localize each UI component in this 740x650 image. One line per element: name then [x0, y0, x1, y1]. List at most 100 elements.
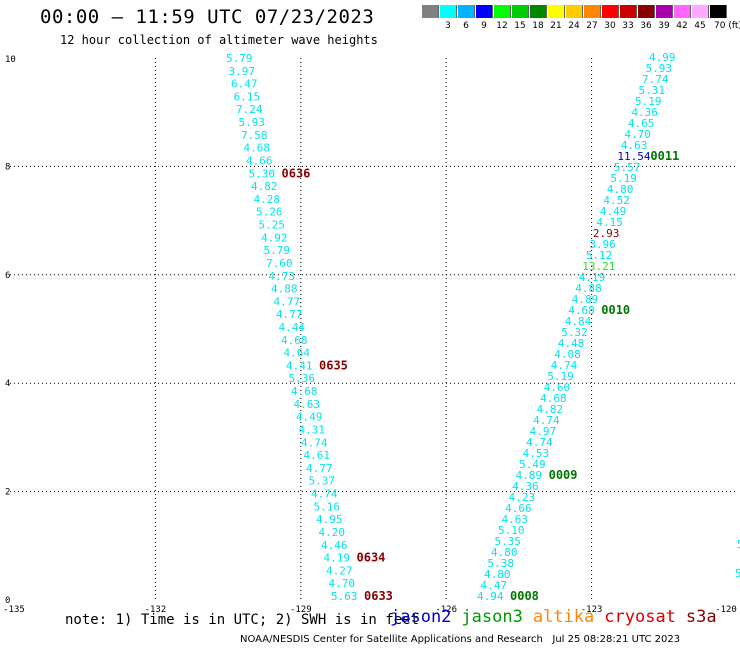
colorbar-swatch — [656, 5, 673, 18]
track-b-wave-value: 4.97 — [530, 425, 557, 438]
track-b-wave-value: 4.74 — [526, 436, 553, 449]
track-b-wave-value: 4.89 — [572, 293, 599, 306]
track-b-wave-value: 2.93 — [593, 227, 620, 240]
track-b-wave-value: 4.84 — [565, 315, 592, 328]
track-a-wave-value: 4.61 — [304, 449, 331, 462]
track-b-time-label: 0010 — [601, 303, 630, 317]
track-a-wave-value: 4.82 — [251, 180, 278, 193]
track-b-wave-value: 5.12 — [586, 249, 613, 262]
legend-item-jason3: jason3 — [461, 607, 523, 627]
colorbar-swatch — [566, 5, 583, 18]
colorbar-label: 18 — [532, 21, 544, 31]
track-a-wave-value: 7.58 — [241, 129, 268, 142]
track-b-wave-value: 5.19 — [547, 370, 574, 383]
track-a-wave-value: 5.26 — [256, 206, 283, 219]
colorbar-label: 21 — [550, 21, 562, 31]
colorbar-swatch — [530, 5, 547, 18]
track-b-wave-value: 4.63 — [621, 139, 648, 152]
colorbar-label: 30 — [604, 21, 616, 31]
colorbar-label: 42 — [676, 21, 688, 31]
track-b-wave-value: 4.94 — [477, 590, 504, 603]
legend-item-cryosat: cryosat — [604, 607, 676, 627]
track-b-wave-value: 5.31 — [638, 84, 665, 97]
track-a-wave-value: 4.68 — [291, 385, 318, 398]
track-b-wave-value: 4.80 — [607, 183, 634, 196]
track-a-wave-value: 4.64 — [284, 347, 311, 360]
credit-line: NOAA/NESDIS Center for Satellite Applica… — [240, 634, 681, 645]
track-b-wave-value: 11.54 — [617, 150, 650, 163]
track-a-wave-value: 4.74 — [301, 436, 328, 449]
axis-ticks: -135 -132 -129 -126 -123 -120 0 2 4 6 8 10 — [3, 55, 737, 615]
track-a-wave-value: 5.63 — [331, 590, 358, 603]
track-b-wave-value: 5.19 — [610, 172, 637, 185]
track-a-wave-value: 4.27 — [326, 564, 353, 577]
colorbar-swatch — [692, 5, 709, 18]
track-a-wave-value: 4.49 — [296, 411, 323, 424]
track-b-wave-value: 4.89 — [516, 469, 543, 482]
track-b-wave-value: 4.65 — [628, 117, 655, 130]
colorbar-label: 36 — [640, 21, 652, 31]
track-b-wave-value: 4.19 — [579, 271, 606, 284]
colorbar-swatch — [476, 5, 493, 18]
track-c-wave-value: 5 — [737, 538, 740, 551]
colorbar-label: 39 — [658, 21, 670, 31]
track-b-wave-value: 5.32 — [561, 326, 588, 339]
track-a-wave-value: 5.37 — [309, 475, 336, 488]
track-a-wave-value: 4.77 — [306, 462, 333, 475]
track-a-wave-value: 4.88 — [271, 283, 298, 296]
colorbar-swatch — [548, 5, 565, 18]
track-a-time-label: 0636 — [282, 166, 311, 180]
y-tick-label: 0 — [5, 596, 10, 606]
satellite-tracks: 5.634.704.274.194.464.204.955.164.745.37… — [226, 51, 740, 603]
colorbar-swatch — [674, 5, 691, 18]
y-tick-label: 2 — [5, 488, 10, 498]
track-a-wave-value: 6.47 — [231, 78, 258, 91]
track-a-time-label: 0635 — [319, 358, 348, 372]
colorbar-swatch — [512, 5, 529, 18]
colorbar-swatch — [494, 5, 511, 18]
legend-item-s3a: s3a — [685, 607, 717, 627]
satellite-legend: jason2 jason3 altika cryosat s3a — [390, 607, 727, 627]
track-b-wave-value: 4.74 — [551, 359, 578, 372]
track-a-wave-value: 4.77 — [274, 295, 301, 308]
track-a-wave-value: 4.74 — [311, 488, 338, 501]
colorbar-swatch — [458, 5, 475, 18]
x-tick-label: -123 — [581, 605, 603, 615]
track-a-wave-value: 4.66 — [246, 154, 273, 167]
track-a-wave-value: 3.97 — [229, 65, 256, 78]
x-tick-label: -135 — [3, 605, 25, 615]
track-b-time-label: 0011 — [650, 149, 679, 163]
track-a-wave-value: 5.30 — [249, 167, 276, 180]
track-b-wave-value: 4.99 — [649, 51, 676, 64]
x-tick-label: -129 — [290, 605, 312, 615]
track-b-wave-value: 4.36 — [512, 480, 539, 493]
track-b-time-label: 0008 — [510, 589, 539, 603]
track-b-wave-value: 4.52 — [603, 194, 630, 207]
y-tick-label: 4 — [5, 379, 10, 389]
track-a-wave-value: 4.28 — [254, 193, 281, 206]
colorbar-swatch — [620, 5, 637, 18]
wave-height-colorbar: 3 6 9 12 15 18 21 24 27 30 33 36 39 42 45 70 (ft) — [422, 5, 740, 35]
track-a-wave-value: 5.36 — [289, 372, 316, 385]
track-b-wave-value: 4.82 — [537, 403, 564, 416]
legend-item-altika: altika — [532, 607, 595, 627]
track-a-wave-value: 4.63 — [294, 398, 321, 411]
colorbar-swatch — [584, 5, 601, 18]
track-b-wave-value: 5.10 — [498, 524, 525, 537]
track-a-wave-value: 4.77 — [276, 308, 303, 321]
colorbar-label: 6 — [463, 21, 469, 31]
track-b-wave-value: 4.68 — [540, 392, 567, 405]
track-b-wave-value: 5.93 — [645, 62, 672, 75]
track-b-wave-value: 4.47 — [481, 579, 508, 592]
track-a-wave-value: 5.79 — [226, 52, 253, 65]
track-a-wave-value: 7.24 — [236, 103, 263, 116]
map-subtitle: 12 hour collection of altimeter wave hei… — [60, 33, 378, 47]
track-a-wave-value: 5.25 — [259, 219, 286, 232]
colorbar-label: 15 — [514, 21, 526, 31]
track-b-wave-value: 4.63 — [502, 513, 528, 526]
track-b-wave-value: 13.21 — [582, 260, 615, 273]
track-b-wave-value: 5.35 — [495, 535, 522, 548]
track-b-wave-value: 4.48 — [558, 337, 585, 350]
colorbar-label: 24 — [568, 21, 580, 31]
